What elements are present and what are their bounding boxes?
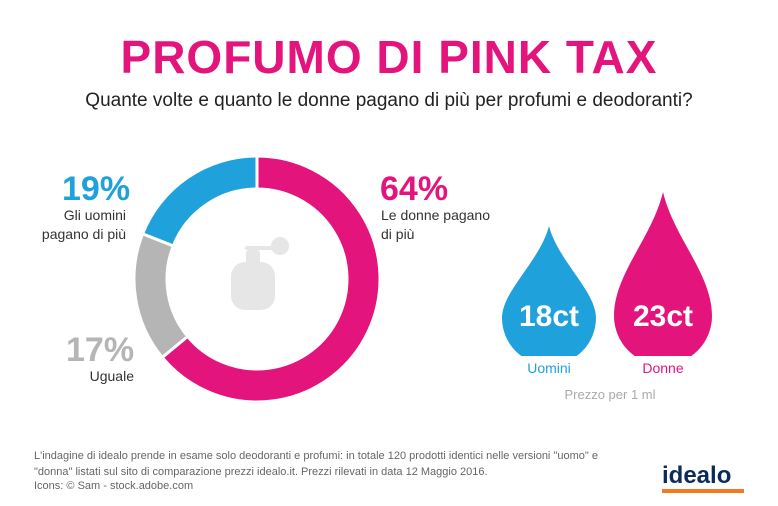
page-subtitle: Quante volte e quanto le donne pagano di… — [85, 90, 693, 111]
women-drop — [614, 192, 712, 356]
donut-chart — [132, 154, 382, 404]
slice-men-percent: 19% — [62, 170, 131, 208]
donut-slices — [132, 154, 382, 404]
page-title: PROFUMO DI PINK TAX — [120, 31, 658, 83]
slice-women-label: Le donne pagano di più — [381, 207, 490, 242]
men-drop-label: Uomini — [527, 360, 571, 376]
slice-same-label: Uguale — [89, 368, 134, 384]
women-price-value: 23ct — [632, 300, 694, 333]
logo-underline — [662, 489, 744, 493]
donut-slice-men — [140, 154, 259, 248]
perfume-bottle-icon — [231, 237, 289, 310]
donut-slice-same — [132, 231, 190, 360]
women-drop-label: Donne — [642, 360, 684, 376]
men-price-value: 18ct — [518, 300, 580, 333]
slice-women-percent: 64% — [380, 170, 449, 208]
slice-same-percent: 17% — [66, 331, 135, 369]
price-unit-note: Prezzo per 1 ml — [564, 387, 656, 402]
donut-slice-women — [160, 154, 382, 404]
price-drops — [502, 192, 712, 356]
idealo-logo: idealo — [662, 462, 732, 489]
icon-credits: Icons: © Sam - stock.adobe.com — [34, 480, 194, 492]
men-drop — [502, 226, 596, 356]
slice-men-label: Gli uomini pagano di più — [41, 207, 126, 242]
footer-note: L'indagine di idealo prende in esame sol… — [34, 450, 598, 478]
